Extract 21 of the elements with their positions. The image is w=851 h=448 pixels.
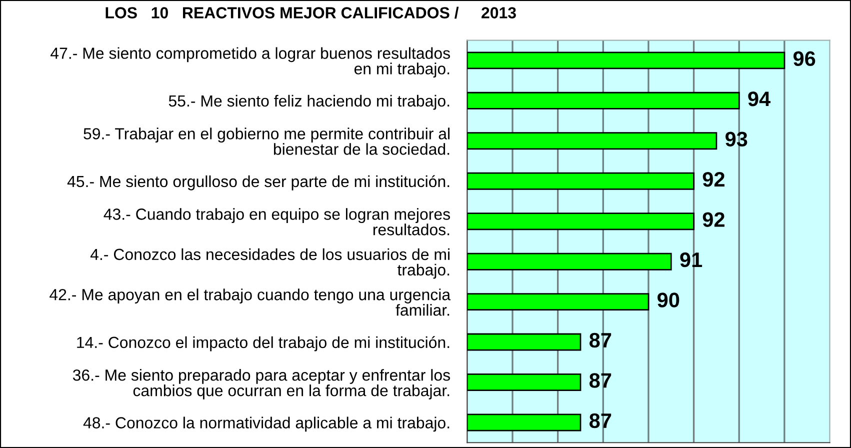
y-tick-label: 4.- Conozco las necesidades de los usuarios de mi trabajo.	[90, 248, 450, 279]
data-label: 94	[748, 92, 770, 106]
data-label: 93	[725, 132, 748, 147]
data-label: 87	[589, 413, 612, 428]
y-tick-label: 42.- Me apoyan en el trabajo cuando tengo una urgencia familiar.	[50, 288, 451, 316]
y-tick-label: 59.- Trabajar en el gobierno me permite contribuir al bienestar de la sociedad.	[84, 128, 450, 155]
y-tick-label: 47.- Me siento comprometido a lograr buenos resultados en mi trabajo.	[50, 47, 450, 78]
y-tick-label: 45.- Me siento orgulloso de ser parte de mi institución.	[67, 175, 450, 190]
data-label: 90	[658, 292, 680, 308]
data-label: 87	[589, 332, 612, 348]
data-label: 92	[702, 212, 724, 227]
text: LOS 10 REACTIVOS MEJOR CALIFICADOS / 2013	[106, 6, 516, 19]
y-tick-label: 48.- Conozco la normatividad aplicable a mi trabajo.	[83, 416, 450, 432]
data-label: 87	[589, 373, 612, 388]
y-tick-label: 43.- Cuando trabajo en equipo se logran mejores resultados.	[104, 208, 450, 236]
y-tick-label: 14.- Conozco el impacto del trabajo de mi institución.	[77, 336, 450, 352]
data-label: 91	[680, 252, 702, 268]
y-tick-label: 55.- Me siento feliz haciendo mi trabajo.	[168, 94, 450, 110]
data-label: 92	[702, 172, 724, 187]
y-tick-label: 36.- Me siento preparado para aceptar y enfrentar los cambios que ocurran en la forma de trabajar.	[72, 369, 450, 400]
data-label: 96	[793, 51, 816, 66]
